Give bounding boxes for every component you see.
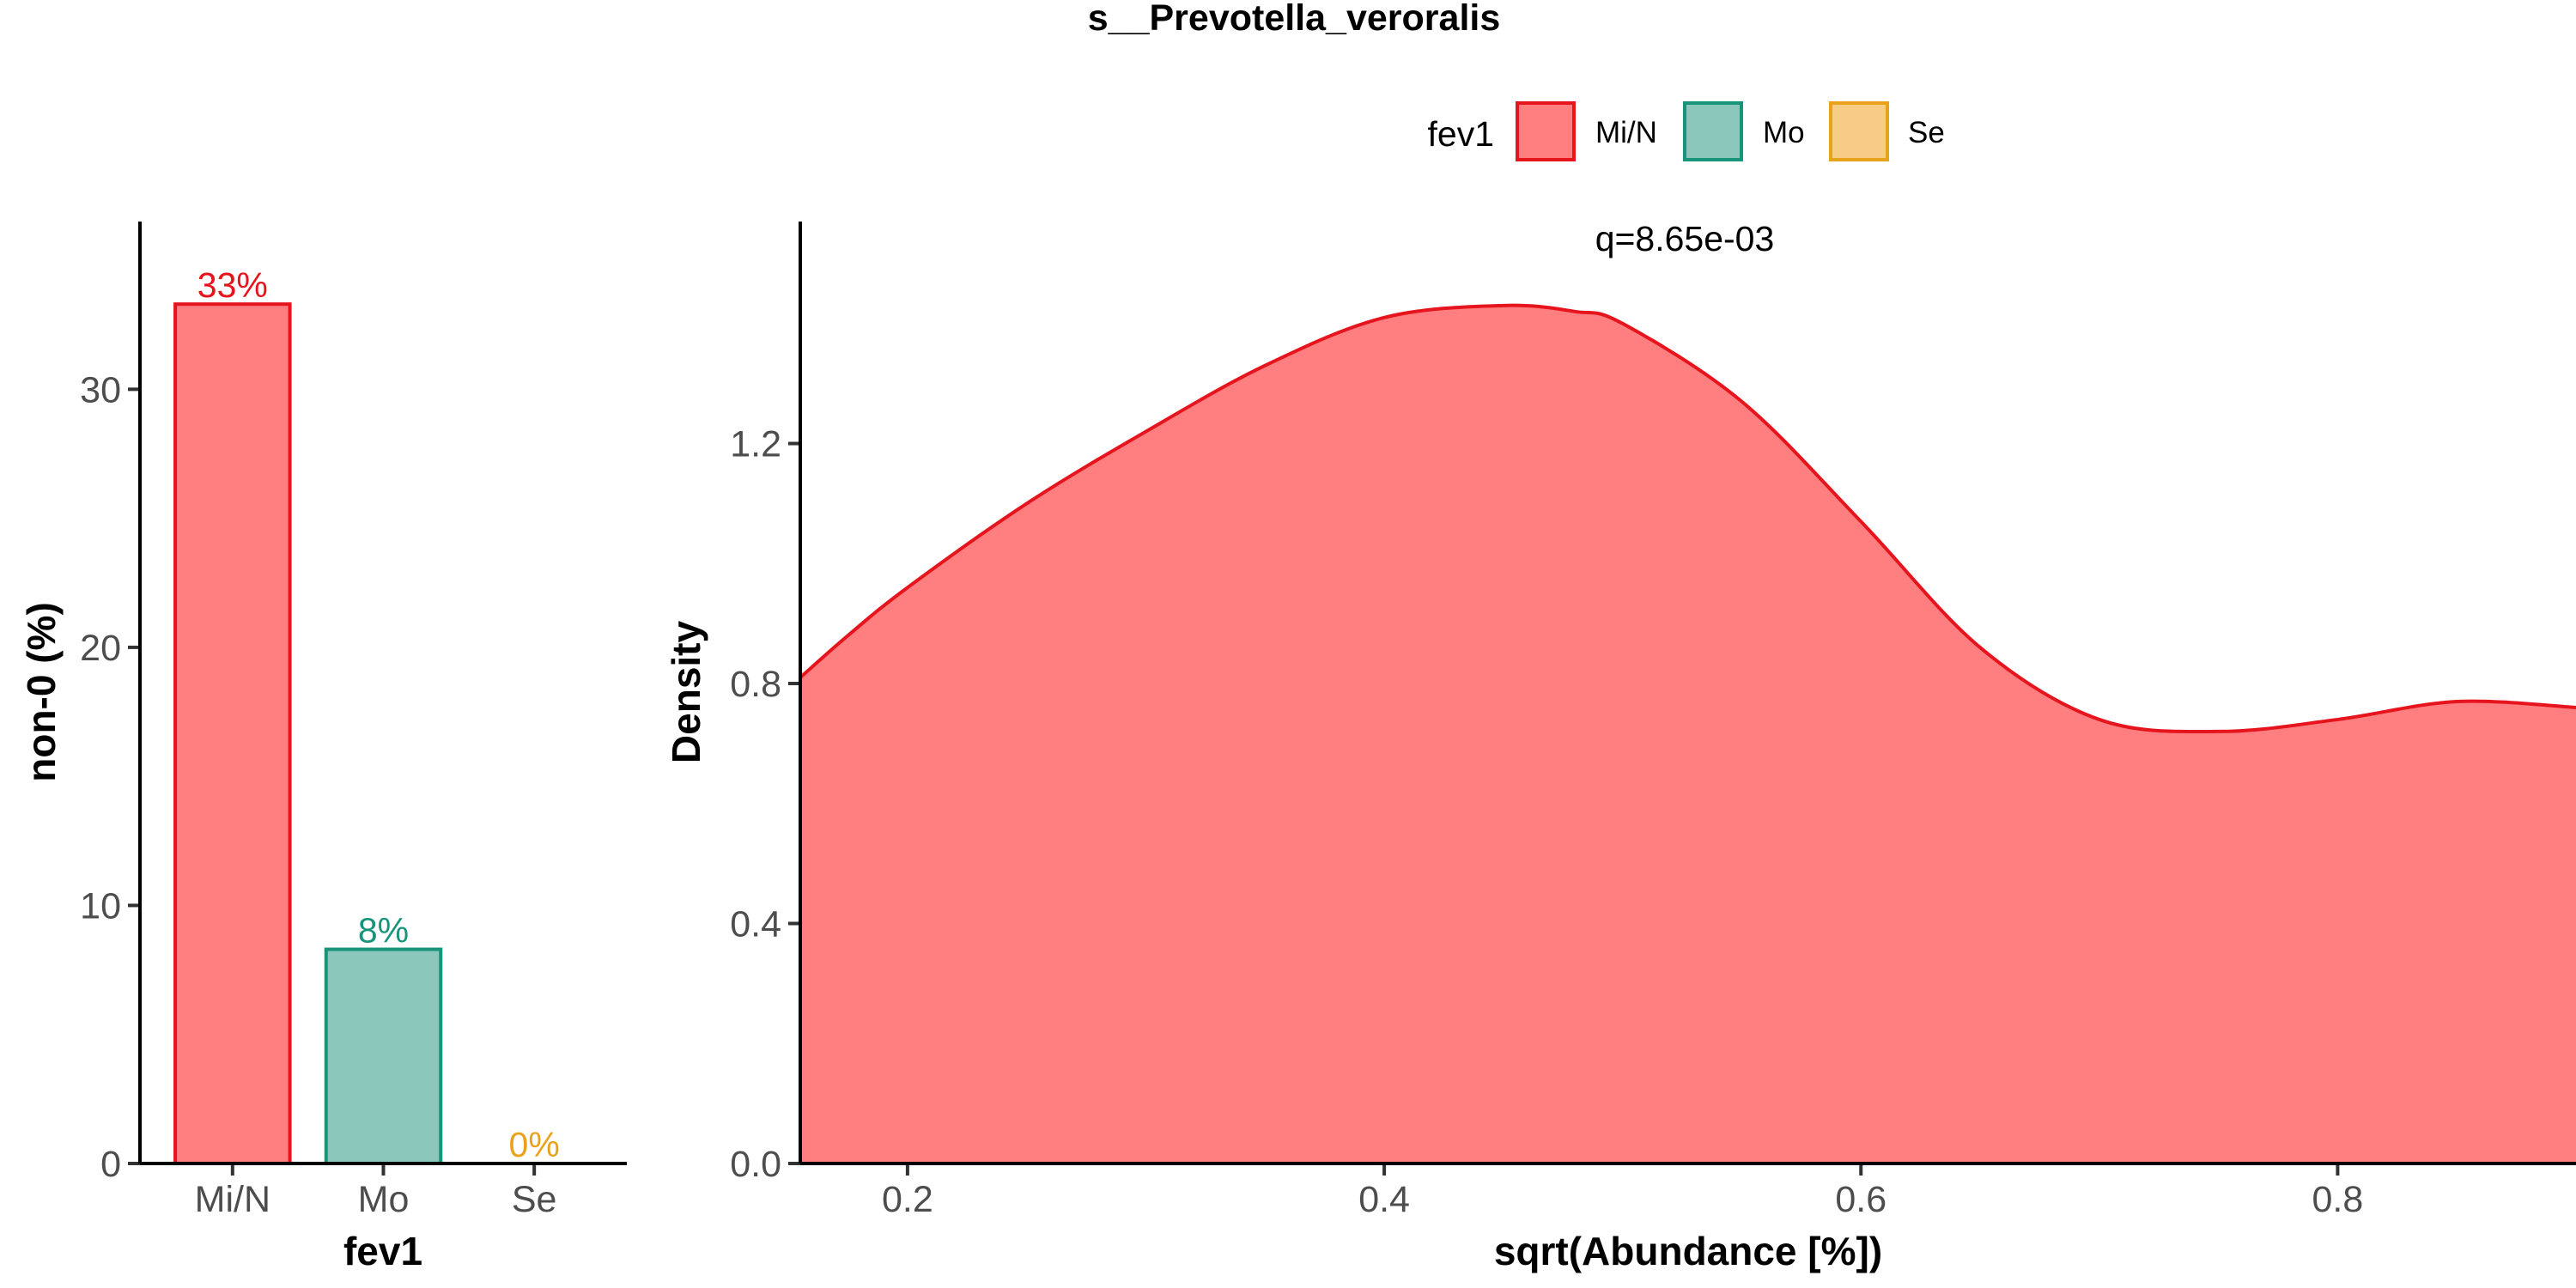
density-x-axis-label: sqrt(Abundance [%]) <box>1494 1229 1882 1273</box>
density-x-tick-label: 0.6 <box>1835 1179 1886 1220</box>
density-y-tick-label: 0.4 <box>730 904 781 945</box>
chart-title: s__Prevotella_veroralis <box>1088 0 1501 39</box>
bar-y-tick-label: 30 <box>80 369 121 410</box>
density-x-ticks: 0.2 0.4 0.6 0.8 <box>882 1163 2363 1220</box>
legend-key-se <box>1829 101 1889 161</box>
legend: fev1 Mi/N Mo Se <box>1428 101 1945 161</box>
bar-x-axis-label: fev1 <box>343 1229 422 1273</box>
density-y-axis-label: Density <box>664 621 708 764</box>
legend-key-mo <box>1683 101 1743 161</box>
legend-label-se: Se <box>1908 116 1945 149</box>
density-x-tick-label: 0.2 <box>882 1179 933 1220</box>
bar-chart-panel: 33% 8% 0% 0 10 20 30 Mi/N Mo Se fev1 non-0 (%) <box>19 222 627 1273</box>
density-chart-panel: 0.0 0.4 0.8 1.2 0.2 0.4 0.6 0.8 q=8.65e-03 sqr… <box>664 219 2576 1273</box>
density-y-tick-label: 1.2 <box>730 424 781 465</box>
density-line-mi-n <box>800 303 2576 734</box>
density-x-tick-label: 0.8 <box>2312 1179 2364 1220</box>
q-value-annotation: q=8.65e-03 <box>1595 219 1775 258</box>
bar-marks: 33% 8% 0% <box>173 265 560 1165</box>
bar-value-label-mo: 8% <box>358 911 409 951</box>
bar-y-tick-label: 10 <box>80 885 121 927</box>
density-y-tick-label: 0.0 <box>730 1144 781 1185</box>
bar-mo <box>324 947 443 1165</box>
density-y-ticks: 0.0 0.4 0.8 1.2 <box>730 424 800 1185</box>
bar-y-tick-label: 20 <box>80 628 121 669</box>
bar-y-axis-label: non-0 (%) <box>19 602 64 782</box>
density-x-tick-label: 0.4 <box>1358 1179 1410 1220</box>
bar-y-ticks: 0 10 20 30 <box>80 369 140 1185</box>
density-marks <box>800 303 2576 1163</box>
bar-x-ticks: Mi/N Mo Se <box>195 1163 557 1220</box>
legend-title: fev1 <box>1428 114 1495 154</box>
legend-label-min: Mi/N <box>1595 116 1657 149</box>
bar-x-tick-label: Se <box>512 1179 557 1220</box>
density-area-mi-n <box>800 305 2576 1163</box>
legend-key-min <box>1516 101 1576 161</box>
bar-x-tick-label: Mi/N <box>195 1179 270 1220</box>
bar-value-label-mi-n: 33% <box>197 265 268 305</box>
legend-label-mo: Mo <box>1763 116 1805 149</box>
bar-y-tick-label: 0 <box>100 1144 121 1185</box>
bar-x-tick-label: Mo <box>358 1179 410 1220</box>
bar-mi-n <box>173 302 292 1165</box>
density-y-tick-label: 0.8 <box>730 664 781 705</box>
bar-value-label-se: 0% <box>509 1125 560 1164</box>
